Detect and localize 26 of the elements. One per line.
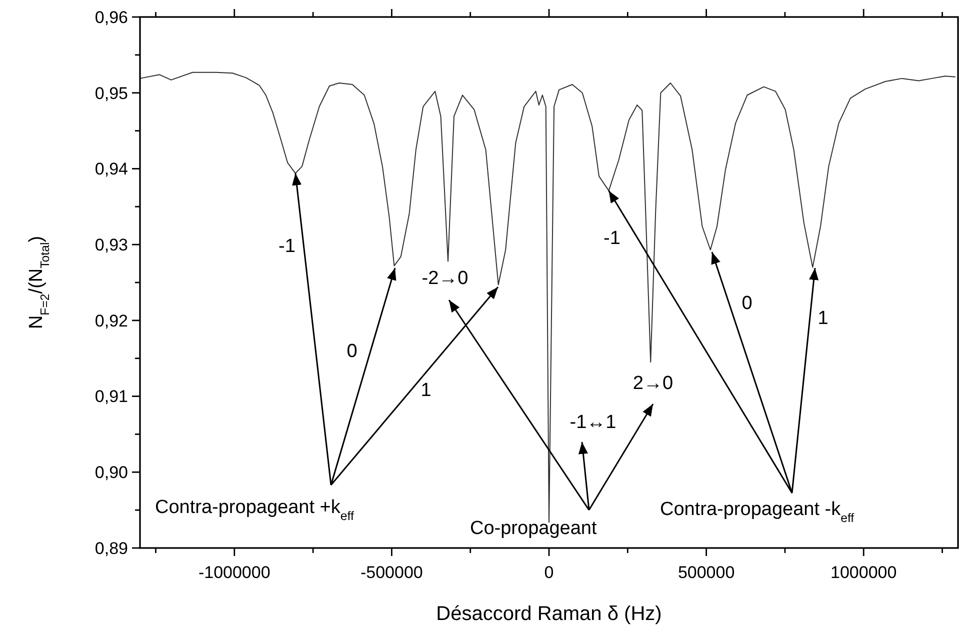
- y-tick-label: 0,89: [94, 538, 128, 558]
- annotation: 2→0: [632, 373, 674, 394]
- x-tick-label: -500000: [360, 563, 423, 582]
- x-tick-label: 500000: [678, 563, 735, 582]
- x-tick-label: 1000000: [830, 563, 897, 582]
- annotation: -1↔1: [570, 412, 616, 433]
- annotation: -1: [278, 236, 296, 257]
- annotation: 1: [818, 308, 828, 329]
- y-tick-label: 0,93: [94, 236, 128, 255]
- annotation: Co-propageant: [470, 518, 598, 539]
- y-tick-label: 0,92: [94, 311, 128, 330]
- annotation: 1: [420, 380, 432, 401]
- x-tick-label: -1000000: [198, 563, 270, 582]
- annotation: 0: [742, 293, 752, 314]
- y-tick-label: 0,95: [94, 84, 128, 103]
- y-tick-label: 0,91: [94, 387, 128, 406]
- x-axis-title: Désaccord Raman δ (Hz): [436, 603, 662, 625]
- y-tick-label: 0,96: [94, 8, 128, 27]
- annotation: -1: [604, 228, 620, 249]
- annotation: Contra-propageant +k$_{eff}$: [155, 497, 354, 523]
- annotation: -2→0: [422, 268, 468, 289]
- x-tick-label: 0: [544, 563, 554, 582]
- annotation: 0: [346, 341, 358, 362]
- annotation: Contra-propageant -k$_{eff}$: [660, 499, 855, 525]
- y-tick-label: 0,94: [94, 160, 128, 179]
- y-tick-label: 0,90: [94, 463, 128, 482]
